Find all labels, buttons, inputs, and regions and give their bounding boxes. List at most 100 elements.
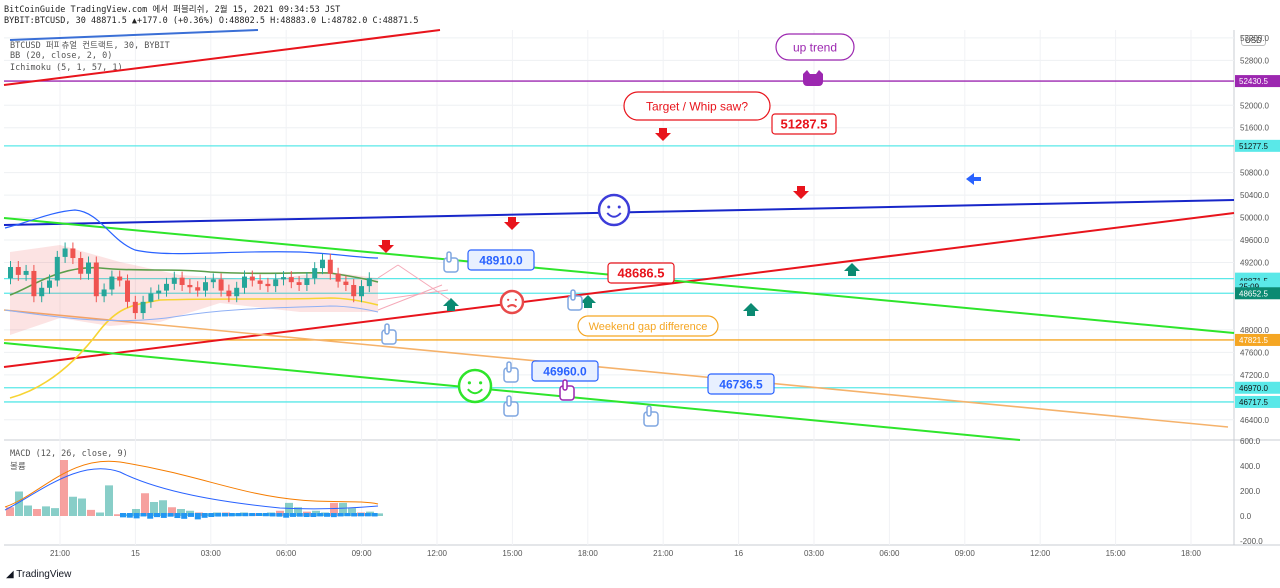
volume-bar [141,493,149,516]
candle [210,279,216,283]
volume-bar [375,513,383,516]
macd-tick-label: 600.0 [1240,437,1261,446]
macd-histogram-bar [256,513,262,516]
indicator-bb[interactable]: BB (20, close, 2, 0) [10,51,113,61]
indicator-symbol[interactable]: BTCUSD 퍼피츄얼 컨트랙트, 30, BYBIT [10,41,170,51]
note-up-trend-box [775,33,855,61]
macd-histogram-bar [181,513,188,519]
candles [8,242,372,320]
drawing-layer [3,29,1235,441]
volume-bar [114,514,122,516]
y-tick-label: 49600.0 [1240,236,1269,245]
candle [109,276,115,290]
candle [335,273,341,282]
price-label: 52430.5 [1239,77,1268,86]
volume-bar [24,505,32,516]
macd-histogram-bar [222,513,228,517]
currency-button[interactable]: USD [1241,35,1266,46]
hand-pointer-icon-finger [384,323,390,335]
volume-bar [285,502,293,516]
smiley-face-icon-eye [467,381,471,385]
candle [304,278,310,285]
volume-bar [348,508,356,516]
candle [265,283,271,287]
candle [288,277,294,283]
x-tick-label: 09:00 [955,549,976,558]
volume-bar [96,512,104,516]
hand-pointer-icon-finger [446,251,452,263]
y-tick-label: 47600.0 [1240,348,1269,357]
candle [359,286,364,297]
y-tick-label: 53200.0 [1240,34,1269,43]
arrow-down-icon [655,128,671,141]
candle [78,258,84,274]
candle [23,270,29,275]
tradingview-logo[interactable]: ◢ TradingView [6,569,71,580]
logo-icon: ◢ [6,569,17,580]
candle [343,281,349,285]
bb-lower-line [4,305,379,322]
macd-histogram-bar [126,513,133,518]
price-label-box [1235,381,1280,394]
x-tick-label: 21:00 [50,549,71,558]
sad-face-icon-mouth [506,304,518,308]
macd-histogram-bar [188,513,194,517]
x-tick-label: 06:00 [276,549,297,558]
macd-histogram-bar [174,513,181,519]
volume-bar [105,485,113,516]
candle [366,278,372,287]
candle [195,287,201,291]
macd-histogram-bar [194,513,201,520]
candle [148,293,154,302]
macd-histogram-bar [317,513,324,517]
volume-bar [168,507,176,516]
volume-bar [60,460,68,516]
candle [218,279,224,291]
price-label: 46970.0 [1239,384,1268,393]
candle [249,276,255,281]
volume-bar [132,509,140,516]
volume-bar [231,513,239,516]
candle [281,277,286,280]
candle [156,290,162,294]
candle [242,276,247,288]
macd-histogram-bar [310,513,317,518]
hand-pointer-icon-finger [506,361,512,373]
y-tick-label: 52800.0 [1240,56,1269,65]
volume-bar [330,502,338,516]
candle [31,270,37,297]
macd-histogram-bar [290,513,296,517]
macd-histogram-bar [215,513,222,517]
smiley-face-icon [597,193,631,227]
candle [312,268,318,279]
indicator-ichimoku[interactable]: Ichimoku (5, 1, 57, 1) [10,63,123,73]
note-weekend-gap: Weekend gap difference [589,321,708,333]
note-48686-box [607,262,675,284]
candle [187,284,193,288]
volume-bar [294,507,302,516]
candle [234,287,240,297]
macd-histogram-bar [235,513,242,517]
arrow-up-icon [743,303,759,316]
macd-histogram-bar [296,513,303,517]
y-tick-label: 51600.0 [1240,124,1269,133]
smiley-face-icon-eye [479,381,483,385]
note-48910: 48910.0 [479,253,523,267]
candle [8,267,13,279]
candle [171,277,177,284]
note-46736: 46736.5 [719,377,763,391]
price-label-box [1235,333,1280,346]
candle [132,301,138,314]
macd-histogram-bar [242,513,249,517]
y-tick-label: 50000.0 [1240,214,1269,223]
smiley-face-icon [457,368,493,404]
macd-histogram-bar [364,513,371,517]
x-tick-label: 15:00 [502,549,523,558]
note-46960: 46960.0 [543,364,587,378]
smiley-face-icon-mouth [467,388,483,395]
macd-label[interactable]: MACD (12, 26, close, 9) [10,449,128,459]
volume-bar [6,507,14,516]
volume-bar [177,509,185,516]
price-label: 51277.5 [1239,142,1268,151]
